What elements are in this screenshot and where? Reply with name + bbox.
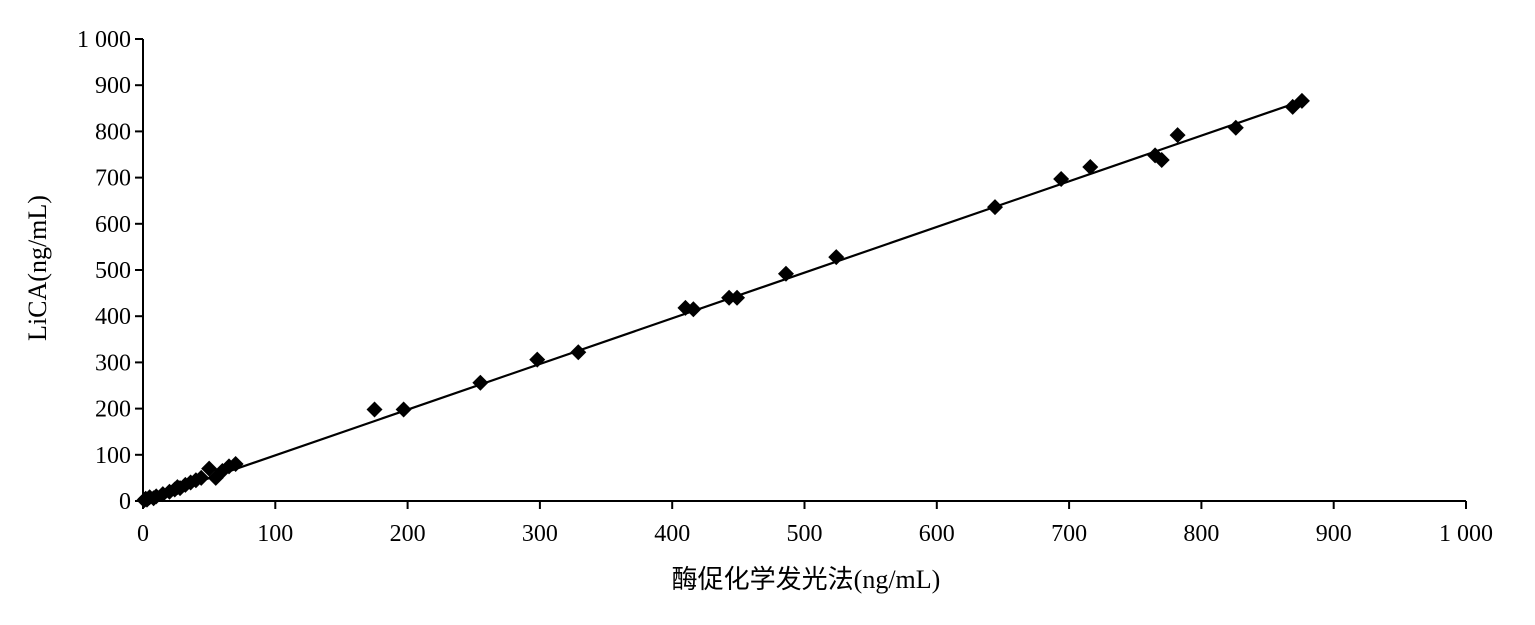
x-tick-label: 0 <box>137 521 149 547</box>
y-tick-label: 700 <box>95 166 131 192</box>
y-tick-label: 600 <box>95 212 131 238</box>
x-tick-label: 700 <box>1051 521 1087 547</box>
data-point <box>366 401 383 418</box>
data-point <box>193 469 210 486</box>
y-tick-label: 100 <box>95 443 131 469</box>
x-tick-label: 800 <box>1183 521 1219 547</box>
x-axis-ticks: 0 100 200 300 400 500 600 700 800 900 1 000 <box>137 501 1493 547</box>
x-tick-label: 500 <box>787 521 823 547</box>
data-point <box>828 249 845 266</box>
x-tick-label: 400 <box>654 521 690 547</box>
y-tick-label: 300 <box>95 350 131 376</box>
trend-line <box>142 98 1305 503</box>
data-point <box>395 401 412 418</box>
data-point <box>777 265 794 282</box>
x-axis-title: 酶促化学发光法(ng/mL) <box>672 565 941 594</box>
data-point <box>685 301 702 318</box>
data-point <box>987 199 1004 216</box>
data-point <box>227 456 244 473</box>
data-point <box>1169 127 1186 144</box>
data-point <box>472 374 489 391</box>
data-point <box>1053 170 1070 187</box>
x-tick-label: 900 <box>1316 521 1352 547</box>
data-point <box>529 351 546 368</box>
y-tick-label: 900 <box>95 73 131 99</box>
x-tick-label: 1 000 <box>1439 521 1493 547</box>
x-tick-label: 200 <box>390 521 426 547</box>
y-tick-label: 800 <box>95 119 131 145</box>
data-point <box>1227 119 1244 136</box>
x-tick-label: 300 <box>522 521 558 547</box>
data-point <box>570 344 587 361</box>
plot-area <box>136 92 1310 509</box>
y-tick-label: 200 <box>95 397 131 423</box>
data-points <box>136 92 1310 509</box>
data-point <box>729 289 746 306</box>
data-point <box>1293 92 1310 109</box>
data-point <box>1153 152 1170 169</box>
y-axis-title: LiCA(ng/mL) <box>23 195 52 341</box>
data-point <box>1082 158 1099 175</box>
x-tick-label: 100 <box>257 521 293 547</box>
y-tick-label: 0 <box>119 489 131 515</box>
x-tick-label: 600 <box>919 521 955 547</box>
y-axis-ticks: 0 100 200 300 400 500 600 700 800 900 1 000 <box>77 27 143 515</box>
y-tick-label: 1 000 <box>77 27 131 53</box>
y-tick-label: 500 <box>95 258 131 284</box>
y-tick-label: 400 <box>95 304 131 330</box>
